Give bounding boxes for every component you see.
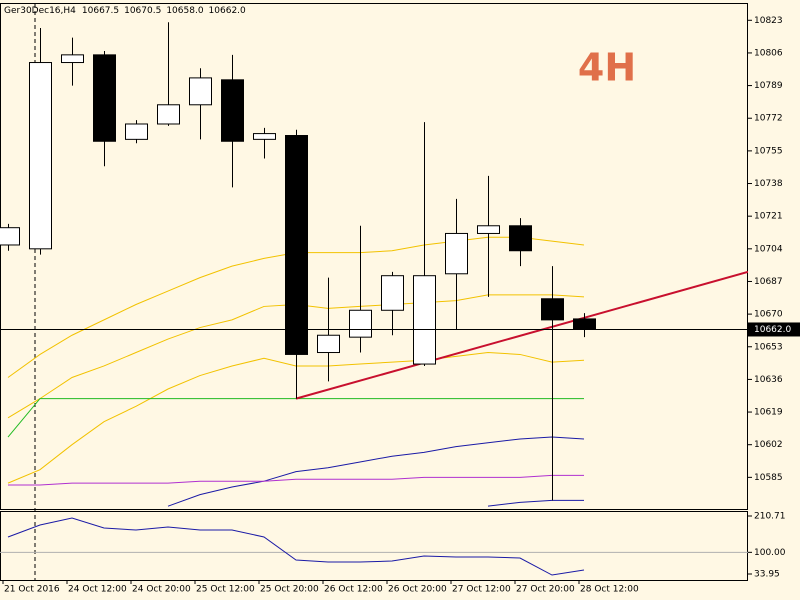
y-tick-label: 10670 [754,310,783,320]
last-price-box [748,322,800,337]
y-tick-label: 10772 [754,114,783,124]
y-tick-label: 10585 [754,473,783,483]
x-tick-label: 26 Oct 12:00 [324,585,383,595]
x-tick-label: 25 Oct 20:00 [260,585,319,595]
candle-body [253,133,276,140]
candle-body [413,275,436,365]
trendline [295,270,748,400]
candle-body [349,309,372,338]
y-tick-label: 10721 [754,212,783,222]
y-tick-label: 10687 [754,277,783,287]
candle-body [93,54,116,142]
candle-body [381,275,404,311]
candle-body [125,123,148,140]
y-tick-label: 10653 [754,342,783,352]
oscillator-area [0,517,748,576]
indicator-line [8,474,584,486]
osc-tick-label: 100.00 [754,548,786,558]
price-area [0,22,748,507]
indicator-line [7,398,584,438]
y-tick-label: 10755 [754,146,783,156]
y-tick-label: 10789 [754,81,783,91]
candle-body [61,54,84,64]
indicator-line [487,499,584,507]
y-tick-label: 10738 [754,179,783,189]
x-tick-label: 27 Oct 20:00 [516,585,575,595]
header-high: 10670.5 [124,6,161,16]
indicator-line [167,436,585,507]
x-tick-label: 24 Oct 12:00 [68,585,127,595]
last-price-label: 10662.0 [754,325,791,335]
x-tick-label: 24 Oct 20:00 [132,585,191,595]
x-tick-label: 25 Oct 12:00 [196,585,255,595]
x-tick-label: 28 Oct 12:00 [580,585,639,595]
y-tick-label: 10823 [754,16,783,26]
main-panel [0,3,748,510]
timeframe-annotation: 4H [578,46,636,90]
x-tick-label: 21 Oct 2016 [4,585,60,595]
axes: 10823 10806 10789 10772 10755 10738 10721 10704… [2,16,800,595]
candle-body [221,79,244,142]
candle-body [0,227,20,246]
x-tick-label: 27 Oct 12:00 [452,585,511,595]
candle-body [285,135,308,355]
y-tick-label: 10602 [754,440,783,450]
oscillator-panel [0,511,748,581]
y-tick-label: 10704 [754,244,783,254]
osc-tick-label: 210.71 [754,512,786,522]
candle-body [157,104,180,125]
header-low: 10658.0 [166,6,203,16]
candle-body [29,62,52,250]
header-close: 10662.0 [209,6,246,16]
header: Ger30Dec16,H4 10667.5 10670.5 10658.0 10662.… [4,6,246,16]
header-open: 10667.5 [82,6,119,16]
candle-body [189,77,212,106]
y-tick-label: 10636 [754,375,783,385]
y-tick-label: 10806 [754,48,783,58]
candle-body [317,334,340,354]
oscillator-line [7,517,585,576]
symbol: Ger30Dec16,H4 [4,6,76,16]
candle-body [445,232,468,275]
candle-body [573,318,596,330]
x-tick-label: 26 Oct 20:00 [388,585,447,595]
candle-body [541,298,564,321]
osc-tick-label: 33.95 [754,570,780,580]
candle-body [477,225,500,234]
candle-body [509,225,532,252]
y-tick-label: 10619 [754,408,783,418]
